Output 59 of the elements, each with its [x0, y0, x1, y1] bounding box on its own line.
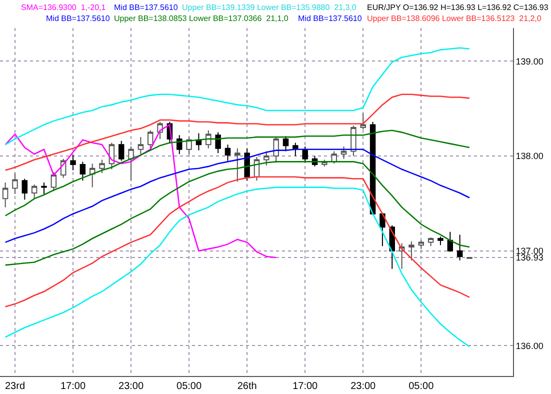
candlestick — [50, 172, 57, 192]
candlestick — [340, 146, 347, 160]
line-series — [4, 186, 470, 348]
candlestick — [438, 236, 444, 246]
candlestick — [148, 130, 154, 151]
line-series — [4, 94, 470, 171]
text: EUR/JPY O=136.92 H=136.93 L=136.92 C=136.93 — [367, 3, 549, 12]
candlestick — [70, 154, 76, 171]
candlestick — [428, 237, 434, 247]
x-tick-label: 17:00 — [292, 381, 318, 392]
x-tick-label: 17:00 — [60, 381, 86, 392]
candlestick — [224, 144, 231, 162]
line-series — [4, 161, 470, 266]
candlestick — [408, 240, 414, 261]
y-tick-label: 138.00 — [516, 151, 544, 162]
line-series — [4, 124, 277, 258]
x-tick-label: 23rd — [4, 381, 25, 392]
candlestick — [234, 148, 240, 182]
candlestick — [22, 178, 28, 200]
text: SMA=136.9300 1,-20,1 — [21, 3, 106, 12]
y-tick-label: 136.00 — [516, 340, 544, 351]
candlestick — [118, 140, 124, 162]
x-tick-label: 05:00 — [408, 381, 434, 392]
candlestick — [331, 150, 337, 164]
x-tick-label: 05:00 — [176, 381, 202, 392]
text: Upper BB=139.1339 Lower BB=135.9880 21,3,0 — [182, 3, 357, 12]
line-series — [4, 148, 470, 243]
candlestick — [138, 136, 144, 155]
candlestick — [31, 184, 38, 200]
candlestick — [264, 150, 270, 166]
y-tick-label: 139.00 — [516, 56, 544, 66]
text: Upper BB=138.6096 Lower BB=136.5123 21,2,0 — [367, 14, 542, 23]
text: Mid BB=137.5610 — [114, 3, 178, 12]
candlestick — [282, 136, 289, 152]
x-tick-label: 23:00 — [118, 381, 144, 392]
x-tick-label: 23:00 — [350, 381, 376, 392]
candlestick — [447, 231, 454, 252]
candlestick — [206, 130, 212, 149]
x-tick-label: 26th — [237, 381, 257, 392]
candlestick — [41, 182, 47, 194]
text: Upper BB=138.0853 Lower BB=137.0366 21,1,0 — [114, 14, 289, 23]
candlestick — [456, 234, 463, 261]
candlestick — [302, 146, 308, 164]
candlestick — [244, 148, 250, 182]
candlestick — [89, 163, 96, 188]
line-series — [4, 176, 470, 308]
line-series — [4, 47, 470, 146]
text: Mid BB=137.5610 — [46, 14, 110, 23]
candlestick — [273, 136, 279, 164]
candlestick — [380, 213, 386, 247]
candlestick — [80, 161, 86, 182]
candlestick — [418, 240, 424, 250]
candlestick — [12, 172, 18, 194]
candlestick — [128, 146, 134, 182]
line-series — [4, 130, 470, 216]
text: Mid BB=137.5610 — [298, 14, 362, 23]
candlestick — [99, 159, 105, 174]
candlestick — [360, 112, 366, 130]
candlestick — [215, 132, 221, 154]
